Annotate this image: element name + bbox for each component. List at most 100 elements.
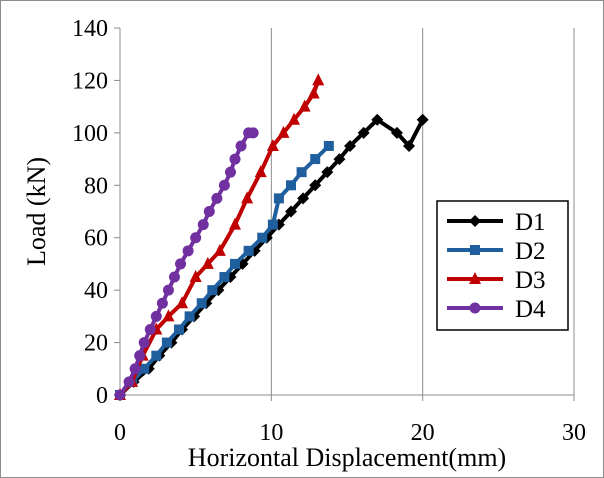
data-point-d4-11 xyxy=(182,245,194,257)
data-point-d2-2 xyxy=(139,363,150,374)
y-tick-label-2: 40 xyxy=(84,278,108,304)
data-point-d2-15 xyxy=(286,180,297,191)
legend-label: D4 xyxy=(515,296,546,323)
data-point-d2-5 xyxy=(174,324,185,335)
data-point-d4-7 xyxy=(156,297,168,309)
data-point-d2-8 xyxy=(207,285,218,296)
data-point-d3-10 xyxy=(241,191,254,204)
data-point-d1-15 xyxy=(297,192,310,205)
data-point-d3-7 xyxy=(201,256,214,269)
data-point-d2-18 xyxy=(323,140,334,151)
data-point-d4-19 xyxy=(235,140,247,152)
data-point-d3-8 xyxy=(213,243,226,256)
series-d4 xyxy=(114,127,259,401)
data-point-d3-11 xyxy=(254,165,267,178)
data-point-d4-15 xyxy=(211,192,223,204)
y-tick-label-7: 140 xyxy=(72,16,108,42)
x-tick-label-0: 0 xyxy=(114,420,126,446)
x-tick-label-1: 10 xyxy=(259,420,283,446)
data-point-d1-22 xyxy=(390,126,403,139)
data-point-d4-10 xyxy=(175,258,187,270)
data-point-d4-8 xyxy=(162,284,174,296)
x-tick-labels: 0 10 20 30 xyxy=(114,395,586,446)
axes xyxy=(119,28,574,396)
data-point-d4-9 xyxy=(168,271,180,283)
series-group xyxy=(114,73,429,401)
data-point-d4-17 xyxy=(224,166,236,178)
data-point-d4-6 xyxy=(150,310,162,322)
legend-swatch-marker xyxy=(469,302,481,314)
data-point-d2-6 xyxy=(184,311,195,322)
y-tick-label-6: 120 xyxy=(72,68,108,94)
data-point-d3-5 xyxy=(176,296,189,309)
legend-item-d2: D2 xyxy=(447,238,546,265)
data-point-d1-21 xyxy=(371,113,384,126)
data-point-d3-6 xyxy=(189,270,202,283)
y-tick-label-4: 80 xyxy=(84,173,108,199)
legend-item-d3: D3 xyxy=(447,267,546,294)
data-point-d3-14 xyxy=(288,112,301,125)
series-line-d3 xyxy=(118,79,321,397)
x-tick-label-2: 20 xyxy=(411,420,435,446)
legend-item-d1: D1 xyxy=(447,209,546,236)
data-point-d4-5 xyxy=(144,323,156,335)
data-point-d2-11 xyxy=(243,245,254,256)
legend-label: D3 xyxy=(515,267,546,294)
data-point-d3-9 xyxy=(229,217,242,230)
data-point-d1-14 xyxy=(285,205,298,218)
data-point-d4-14 xyxy=(203,206,215,217)
data-point-d3-16 xyxy=(307,86,320,99)
legend-item-d4: D4 xyxy=(447,296,546,323)
data-point-d3-12 xyxy=(266,138,279,151)
data-point-d2-4 xyxy=(161,337,172,348)
data-point-d4-21 xyxy=(247,127,259,139)
y-tick-label-0: 0 xyxy=(96,383,108,409)
y-tick-label-5: 100 xyxy=(72,121,108,147)
series-line-d4 xyxy=(118,130,254,397)
x-tick-label-3: 30 xyxy=(562,420,586,446)
series-d2 xyxy=(115,140,334,400)
data-point-d2-12 xyxy=(257,232,268,243)
series-d3 xyxy=(114,73,325,400)
gridlines xyxy=(270,28,575,395)
data-point-d1-16 xyxy=(309,179,322,192)
legend-label: D1 xyxy=(515,209,546,236)
data-point-d3-4 xyxy=(162,309,175,322)
data-point-d4-3 xyxy=(134,350,146,362)
data-point-d2-17 xyxy=(310,154,321,165)
data-point-d3-13 xyxy=(277,125,290,138)
data-point-d4-0 xyxy=(114,389,126,401)
y-tick-label-1: 20 xyxy=(84,331,108,357)
data-point-d2-7 xyxy=(196,298,207,309)
data-point-d4-18 xyxy=(229,153,241,165)
legend-swatch-marker xyxy=(469,215,481,227)
legend-swatch-marker xyxy=(469,272,481,284)
data-point-d4-16 xyxy=(218,179,230,191)
data-point-d2-10 xyxy=(230,258,241,269)
data-point-d1-23 xyxy=(403,139,416,152)
legend-label: D2 xyxy=(515,238,546,265)
y-axis-label: Load (kN) xyxy=(22,157,51,266)
x-axis-label: Horizontal Displacement(mm) xyxy=(188,443,506,472)
data-point-d2-3 xyxy=(151,350,162,361)
data-point-d1-20 xyxy=(357,126,370,139)
data-point-d1-24 xyxy=(416,113,429,126)
data-point-d3-15 xyxy=(298,99,311,112)
data-point-d2-9 xyxy=(219,272,230,283)
data-point-d4-13 xyxy=(197,219,209,231)
y-tick-labels: 0 20 40 60 80 100 120 140 xyxy=(72,16,120,409)
y-tick-label-3: 60 xyxy=(84,226,108,252)
data-point-d4-2 xyxy=(129,363,141,375)
data-point-d4-12 xyxy=(190,232,202,244)
data-point-d4-1 xyxy=(123,376,135,388)
data-point-d1-17 xyxy=(321,166,334,179)
data-point-d4-4 xyxy=(138,337,150,349)
data-point-d2-13 xyxy=(267,219,278,230)
data-point-d2-16 xyxy=(296,167,307,178)
data-point-d2-14 xyxy=(273,193,284,204)
data-point-d1-19 xyxy=(344,139,357,152)
legend-swatch-marker xyxy=(470,245,480,255)
data-point-d1-18 xyxy=(333,153,346,166)
